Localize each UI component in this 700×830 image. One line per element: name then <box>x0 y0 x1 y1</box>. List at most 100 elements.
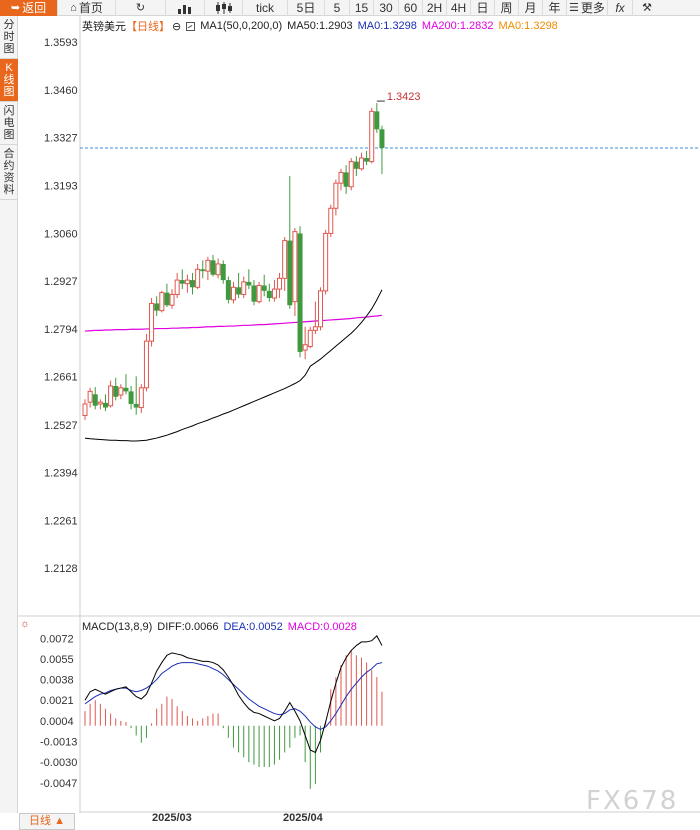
candle-body <box>92 394 98 406</box>
candle-body <box>154 303 160 311</box>
candlestick-button[interactable] <box>205 0 243 16</box>
ma0b-value: MA0:1.3298 <box>498 20 558 32</box>
period-month-button[interactable]: 月 <box>519 0 543 16</box>
candle-body <box>318 290 324 328</box>
tick-button[interactable]: tick <box>243 0 288 16</box>
y-tick-label: 1.2394 <box>44 468 78 480</box>
period-select[interactable]: 日线 ▲ <box>19 813 75 830</box>
x-axis-date-label: 2025/03 <box>152 812 192 824</box>
candle-body <box>297 233 303 352</box>
refresh-button[interactable]: ↻ <box>116 0 166 16</box>
candle-body <box>230 286 236 301</box>
bar-chart-button[interactable] <box>166 0 205 16</box>
candle-body <box>215 263 221 276</box>
tab-label: 闪电图 <box>3 105 15 141</box>
tab-flash[interactable]: 闪电图 <box>0 102 18 145</box>
period-60m-button[interactable]: 60 <box>399 0 423 16</box>
candle-body <box>97 401 103 405</box>
period-label: 5日 <box>296 0 316 15</box>
candle-body <box>82 403 88 416</box>
y-tick-label: 1.2527 <box>44 420 78 432</box>
candle-body <box>169 293 175 306</box>
candle-body <box>195 268 201 288</box>
period-day-button[interactable]: 日 <box>471 0 495 16</box>
period-15m-button[interactable]: 15 <box>350 0 374 16</box>
tab-intraday[interactable]: 分时图 <box>0 16 18 59</box>
settings-icon[interactable]: ⊖ <box>172 20 182 33</box>
tab-kline[interactable]: K线图 <box>0 59 18 102</box>
high-marker-label: 1.3423 <box>387 91 421 103</box>
period-label: 年 <box>548 0 561 15</box>
period-week-button[interactable]: 周 <box>495 0 519 16</box>
period-5d-button[interactable]: 5日 <box>288 0 325 16</box>
candle-body <box>133 403 139 408</box>
macd-y-tick-label: 0.0055 <box>40 654 74 666</box>
menu-icon: ☰ <box>569 1 579 14</box>
candle-body <box>287 240 293 306</box>
y-tick-label: 1.2661 <box>44 372 78 384</box>
candle-body <box>184 279 190 285</box>
candle-body <box>374 111 380 130</box>
period-5m-button[interactable]: 5 <box>325 0 350 16</box>
candle-body <box>200 269 206 272</box>
price-chart[interactable]: 1.3593 1.3460 1.3327 1.3193 1.3060 1.2927 1.27… <box>18 16 700 813</box>
x-axis-date-label: 2025/04 <box>283 812 323 824</box>
candle-body <box>353 161 359 169</box>
candle-body <box>251 285 257 302</box>
candle-body <box>210 260 216 275</box>
more-button[interactable]: ☰ 更多 <box>567 0 608 16</box>
ma50-line <box>84 289 383 442</box>
tick-label: tick <box>256 0 274 15</box>
macd-y-tick-label: 0.0072 <box>40 633 74 645</box>
period-30m-button[interactable]: 30 <box>374 0 399 16</box>
y-tick-label: 1.2261 <box>44 515 78 527</box>
macd-y-tick-label: 0.0038 <box>40 675 74 687</box>
tab-label: 合约资料 <box>3 148 15 196</box>
candle-body <box>271 288 277 299</box>
candle-body <box>241 281 247 295</box>
formula-button[interactable]: fx <box>608 0 633 16</box>
period-year-button[interactable]: 年 <box>543 0 567 16</box>
tab-label: K线图 <box>3 62 15 98</box>
period-4h-button[interactable]: 4H <box>447 0 471 16</box>
formula-icon: fx <box>615 0 625 15</box>
candle-body <box>190 280 196 288</box>
bar-chart-icon <box>178 5 191 14</box>
period-toolbar: ➥ 返回 ⌂ 首页 ↻ tick 5日 5 15 30 60 2H 4H 日 周… <box>0 0 700 16</box>
candle-body <box>118 387 124 396</box>
sun-icon[interactable]: ☼ <box>20 618 31 630</box>
ma200-line <box>84 314 383 332</box>
period-label: 月 <box>524 0 537 15</box>
symbol-name: 英镑美元 <box>82 21 126 33</box>
more-button-label: 更多 <box>580 0 605 15</box>
main-legend: 英镑美元 【日线】 ⊖ MA1(50,0,200,0) MA50:1.2903 … <box>82 18 563 34</box>
diff-line <box>84 635 383 754</box>
candle-body <box>266 290 272 299</box>
macd-y-tick-label: -0.0047 <box>40 778 77 790</box>
candle-body <box>159 292 165 312</box>
candle-body <box>307 329 313 348</box>
candle-body <box>282 240 288 279</box>
tab-contract-info[interactable]: 合约资料 <box>0 145 18 200</box>
watermark: FX678 <box>586 786 679 816</box>
period-label: 30 <box>379 0 393 15</box>
candle-body <box>358 157 364 170</box>
macd-y-tick-label: -0.0013 <box>40 737 77 749</box>
period-2h-button[interactable]: 2H <box>423 0 447 16</box>
macd-y-tick-label: -0.0030 <box>40 757 77 769</box>
ma0-value: MA0:1.3298 <box>357 20 417 32</box>
diff-value: DIFF:0.0066 <box>157 621 219 633</box>
candle-body <box>328 207 334 234</box>
candle-body <box>123 387 129 392</box>
candle-body <box>302 344 308 351</box>
candle-body <box>128 391 134 404</box>
indicator-icon[interactable] <box>186 21 196 31</box>
candle-body <box>343 172 349 187</box>
back-button[interactable]: ➥ 返回 <box>0 0 58 16</box>
y-tick-label: 1.3460 <box>44 85 78 97</box>
period-label: 5 <box>333 0 341 15</box>
candlestick-icon <box>215 2 232 14</box>
tools-button[interactable]: ⚒ <box>633 0 661 16</box>
candle-body <box>143 340 149 389</box>
home-button[interactable]: ⌂ 首页 <box>58 0 116 16</box>
